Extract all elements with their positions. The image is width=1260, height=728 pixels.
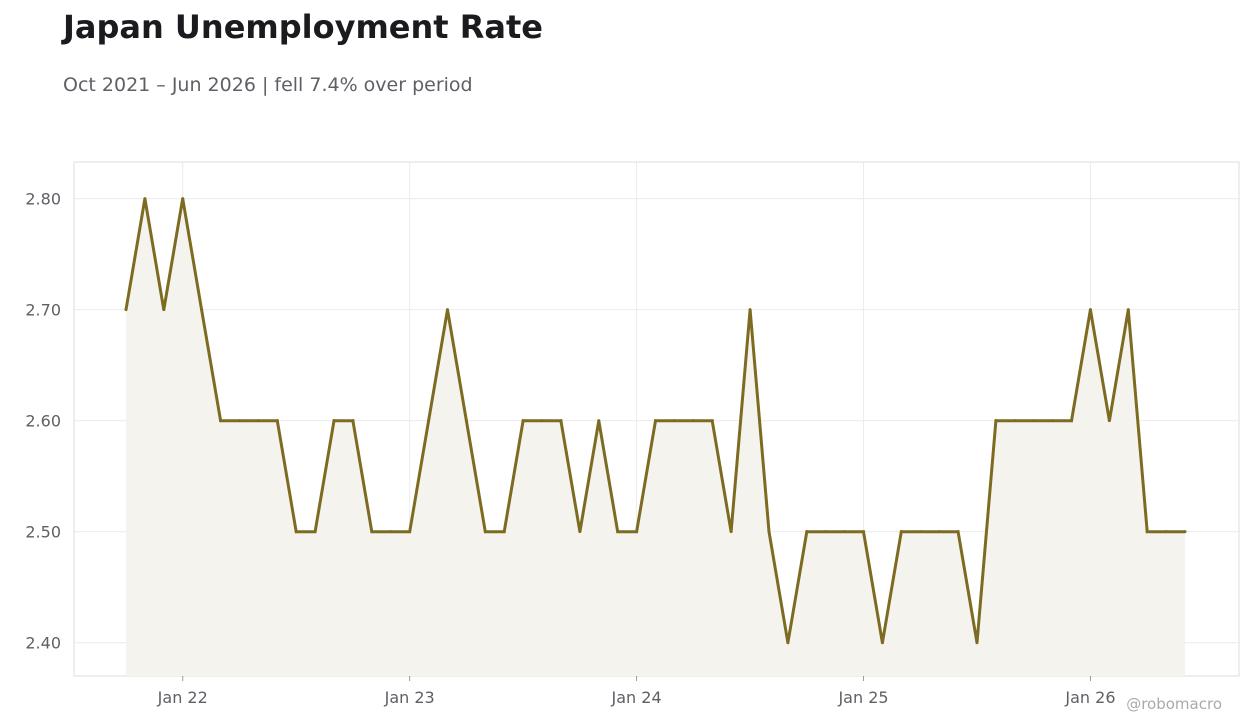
data-point bbox=[1145, 530, 1149, 534]
x-tick-label: Jan 25 bbox=[837, 688, 888, 707]
data-point bbox=[937, 530, 941, 534]
data-point bbox=[672, 419, 676, 423]
data-point bbox=[200, 308, 204, 312]
data-point bbox=[521, 419, 525, 423]
x-tick-label: Jan 26 bbox=[1064, 688, 1115, 707]
y-tick-label: 2.60 bbox=[25, 412, 61, 431]
data-point bbox=[445, 308, 449, 312]
data-point bbox=[559, 419, 563, 423]
chart-subtitle: Oct 2021 – Jun 2026 | fell 7.4% over per… bbox=[63, 74, 473, 96]
data-point bbox=[294, 530, 298, 534]
data-point bbox=[1070, 419, 1074, 423]
data-point bbox=[597, 419, 601, 423]
data-point bbox=[1032, 419, 1036, 423]
data-point bbox=[1013, 419, 1017, 423]
y-tick-label: 2.40 bbox=[25, 634, 61, 653]
data-point bbox=[956, 530, 960, 534]
data-point bbox=[862, 530, 866, 534]
data-point bbox=[181, 197, 185, 201]
data-point bbox=[635, 530, 639, 534]
data-point bbox=[502, 530, 506, 534]
data-point bbox=[1088, 308, 1092, 312]
y-tick-label: 2.50 bbox=[25, 523, 61, 542]
data-point bbox=[427, 419, 431, 423]
data-point bbox=[408, 530, 412, 534]
data-point bbox=[1107, 419, 1111, 423]
data-point bbox=[313, 530, 317, 534]
data-point bbox=[843, 530, 847, 534]
data-point bbox=[143, 197, 147, 201]
x-tick-label: Jan 24 bbox=[611, 688, 662, 707]
data-point bbox=[767, 530, 771, 534]
y-axis: 2.40 2.50 2.60 2.70 2.80 bbox=[25, 190, 61, 653]
data-point bbox=[1126, 308, 1130, 312]
data-point bbox=[654, 419, 657, 423]
data-point bbox=[729, 530, 733, 534]
data-point bbox=[332, 419, 336, 423]
data-point bbox=[162, 308, 166, 312]
chart-title: Japan Unemployment Rate bbox=[63, 8, 543, 46]
data-point bbox=[483, 530, 487, 534]
data-point bbox=[918, 530, 922, 534]
data-point bbox=[237, 419, 241, 423]
data-point bbox=[370, 530, 374, 534]
data-point bbox=[880, 641, 884, 645]
y-tick-label: 2.70 bbox=[25, 301, 61, 320]
data-point bbox=[748, 308, 752, 312]
data-point bbox=[1183, 530, 1187, 534]
data-point bbox=[275, 419, 279, 423]
x-axis: Jan 22 Jan 23 Jan 24 Jan 25 Jan 26 bbox=[157, 676, 1116, 707]
x-tick-label: Jan 22 bbox=[157, 688, 208, 707]
data-point bbox=[975, 641, 979, 645]
data-point bbox=[256, 419, 260, 423]
data-point bbox=[824, 530, 828, 534]
data-point bbox=[616, 530, 620, 534]
data-point bbox=[389, 530, 393, 534]
data-point bbox=[1164, 530, 1168, 534]
data-point bbox=[691, 419, 695, 423]
area-fill bbox=[126, 198, 1185, 676]
data-point bbox=[1051, 419, 1055, 423]
data-point bbox=[786, 641, 790, 645]
watermark: @robomacro bbox=[1126, 695, 1222, 713]
data-point bbox=[219, 419, 223, 423]
points-layer bbox=[124, 197, 1187, 645]
data-point bbox=[540, 419, 544, 423]
y-tick-label: 2.80 bbox=[25, 190, 61, 209]
data-point bbox=[710, 419, 714, 423]
data-point bbox=[899, 530, 903, 534]
data-point bbox=[124, 308, 128, 312]
data-point bbox=[994, 419, 998, 423]
data-point bbox=[351, 419, 355, 423]
data-point bbox=[464, 419, 468, 423]
data-point bbox=[578, 530, 582, 534]
x-tick-label: Jan 23 bbox=[384, 688, 435, 707]
data-point bbox=[805, 530, 809, 534]
